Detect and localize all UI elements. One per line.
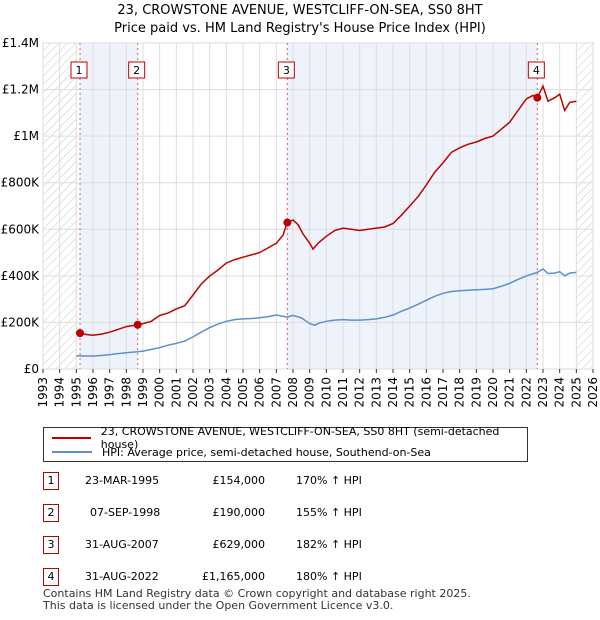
sale-hpi-change: 170% ↑ HPI: [296, 474, 362, 487]
x-tick-label: 2023: [536, 377, 550, 408]
sale-point: [76, 329, 84, 338]
hatched-region-after: [576, 43, 593, 369]
x-tick-label: 2019: [469, 377, 483, 408]
shaded-ownership-period: [287, 43, 538, 369]
y-tick-label: £1.2M: [2, 83, 39, 97]
x-tick-label: 2024: [553, 377, 567, 408]
footer: Contains HM Land Registry data © Crown c…: [43, 588, 471, 612]
sale-hpi-change: 180% ↑ HPI: [296, 570, 362, 583]
hpi-line: [76, 267, 577, 357]
sale-number: 4: [43, 568, 59, 586]
legend-label-property: 23, CROWSTONE AVENUE, WESTCLIFF-ON-SEA, …: [100, 425, 500, 451]
legend-swatch-property: [52, 437, 91, 439]
x-tick-label: 1993: [36, 377, 50, 408]
sale-hpi-change: 182% ↑ HPI: [296, 538, 362, 551]
sale-row: 4 31-AUG-2022 £1,165,000 180% ↑ HPI: [0, 568, 600, 586]
x-tick-label: 2009: [303, 377, 317, 408]
sale-price: £190,000: [212, 506, 266, 519]
y-tick-label: £200K: [1, 315, 41, 329]
sale-point: [533, 93, 542, 102]
sale-hpi-change: 155% ↑ HPI: [296, 506, 362, 519]
sale-marker-box: [128, 61, 146, 79]
x-tick-label: 1995: [69, 377, 83, 408]
x-tick-label: 2017: [436, 377, 450, 408]
sale-marker-label: 4: [533, 64, 540, 77]
x-tick-label: 2025: [569, 377, 583, 408]
x-tick-label: 2005: [236, 377, 250, 408]
y-tick-label: £1.4M: [2, 36, 39, 50]
y-tick-label: £0: [24, 362, 39, 376]
x-tick-label: 2000: [153, 377, 167, 408]
x-tick-label: 2003: [203, 377, 217, 408]
sale-date: 31-AUG-2022: [85, 570, 159, 583]
y-tick-label: £400K: [1, 269, 41, 283]
sale-point: [283, 218, 292, 227]
x-tick-label: 2012: [353, 377, 367, 408]
shaded-ownership-period: [80, 43, 138, 369]
x-tick-label: 2016: [419, 377, 433, 408]
sale-marker-box: [70, 61, 88, 79]
x-tick-label: 2018: [453, 377, 467, 408]
y-axis: £0 £200K £400K £600K £800K £1M £1.2M £1.4M: [1, 36, 41, 376]
x-tick-label: 2026: [586, 377, 600, 408]
x-tick-label: 2013: [369, 377, 383, 408]
x-axis: 1993 1994 1995 1996 1997 1998 1999 2000 2001 2002…: [36, 369, 600, 408]
x-tick-label: 2010: [319, 377, 333, 408]
sale-marker-box: [277, 61, 295, 79]
sale-marker-box: [527, 61, 545, 79]
x-tick-label: 2022: [519, 377, 533, 408]
sale-marker-label: 1: [76, 64, 83, 77]
x-tick-label: 1994: [53, 377, 67, 408]
plot-background: [42, 42, 594, 370]
sale-price: £1,165,000: [202, 570, 265, 583]
sale-number: 1: [43, 472, 59, 490]
x-tick-label: 2015: [403, 377, 417, 408]
x-tick-label: 2014: [386, 377, 400, 408]
legend-label-hpi: HPI: Average price, semi-detached house,…: [102, 445, 431, 459]
sale-marker-label: 2: [133, 64, 140, 77]
sale-number: 2: [43, 504, 59, 522]
sale-row: 3 31-AUG-2007 £629,000 182% ↑ HPI: [0, 536, 600, 554]
footer-licence: This data is licensed under the Open Gov…: [43, 599, 394, 612]
sale-point: [133, 320, 142, 329]
sale-price: £629,000: [212, 538, 266, 551]
sale-markers: 1 2 3 4: [70, 43, 545, 369]
footer-copyright: Contains HM Land Registry data © Crown c…: [43, 587, 471, 600]
x-tick-label: 1996: [86, 377, 100, 408]
x-tick-label: 2004: [219, 377, 233, 408]
legend-item-hpi: HPI: Average price, semi-detached house,…: [52, 445, 431, 459]
sale-number: 3: [43, 536, 59, 554]
x-tick-label: 2001: [169, 377, 183, 408]
x-tick-label: 2008: [286, 377, 300, 408]
sale-date: 31-AUG-2007: [85, 538, 159, 551]
legend: 23, CROWSTONE AVENUE, WESTCLIFF-ON-SEA, …: [43, 425, 528, 462]
y-tick-label: £1M: [13, 129, 39, 143]
sale-row: 1 23-MAR-1995 £154,000 170% ↑ HPI: [0, 472, 600, 490]
sale-date: 23-MAR-1995: [85, 474, 160, 487]
price-chart: 23, CROWSTONE AVENUE, WESTCLIFF-ON-SEA, …: [1, 3, 600, 408]
sale-date: 07-SEP-1998: [90, 506, 161, 519]
x-tick-label: 1997: [103, 377, 117, 408]
series-lines: [76, 84, 577, 357]
sale-row: 2 07-SEP-1998 £190,000 155% ↑ HPI: [0, 504, 600, 522]
sale-marker-label: 3: [283, 64, 290, 77]
legend-item-property: 23, CROWSTONE AVENUE, WESTCLIFF-ON-SEA, …: [52, 425, 527, 451]
x-tick-label: 2021: [503, 377, 517, 408]
y-tick-label: £800K: [1, 176, 41, 190]
property-price-line: [79, 84, 577, 336]
x-tick-label: 2011: [336, 377, 350, 408]
sale-price: £154,000: [212, 474, 266, 487]
x-tick-label: 1998: [119, 377, 133, 408]
chart-title: 23, CROWSTONE AVENUE, WESTCLIFF-ON-SEA, …: [117, 3, 482, 18]
x-tick-label: 2002: [186, 377, 200, 408]
chart-subtitle: Price paid vs. HM Land Registry's House …: [114, 21, 486, 36]
x-tick-label: 2007: [269, 377, 283, 408]
legend-swatch-hpi: [52, 451, 92, 453]
x-tick-label: 2020: [486, 377, 500, 408]
x-tick-label: 1999: [136, 377, 150, 408]
x-tick-label: 2006: [253, 377, 267, 408]
y-tick-label: £600K: [1, 222, 41, 236]
